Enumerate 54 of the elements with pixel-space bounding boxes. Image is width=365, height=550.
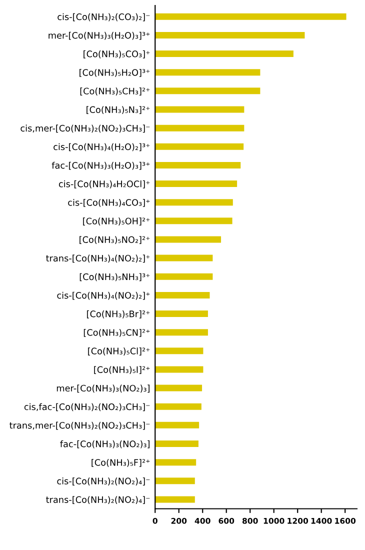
y-tick-label: cis,mer-[Co(NH₃)₂(NO₂)₃CH₃]⁻ xyxy=(20,124,150,133)
y-tick-label: cis-[Co(NH₃)₄CO₃]⁺ xyxy=(68,198,150,207)
y-tick-label: [Co(NH₃)₅CO₃]⁺ xyxy=(84,50,150,58)
y-tick-label: [Co(NH₃)₅I]²⁺ xyxy=(94,366,150,374)
y-tick-label: [Co(NH₃)₅Cl]²⁺ xyxy=(88,348,150,356)
bar xyxy=(155,13,346,20)
bar xyxy=(155,366,204,373)
bar xyxy=(155,348,204,354)
bar xyxy=(155,69,260,76)
bar xyxy=(155,143,244,150)
bar xyxy=(155,88,260,94)
bar xyxy=(155,422,200,428)
y-tick-label: cis-[Co(NH₃)₂(CO₃)₂]⁻ xyxy=(58,13,150,22)
y-tick-label: trans-[Co(NH₃)₂(NO₂)₄]⁻ xyxy=(46,496,150,504)
y-tick-label: [Co(NH₃)₅F]²⁺ xyxy=(92,458,150,467)
bar xyxy=(155,384,202,392)
bar xyxy=(155,236,222,243)
bar xyxy=(155,329,208,336)
y-tick-label: [Co(NH₃)₅CH₃]²⁺ xyxy=(80,88,150,96)
y-tick-label: [Co(NH₃)₅Br]²⁺ xyxy=(87,310,150,318)
bar xyxy=(155,440,198,448)
bar xyxy=(155,310,208,318)
y-tick-label: [Co(NH₃)₅NO₂]²⁺ xyxy=(80,236,150,244)
bar xyxy=(155,478,195,484)
y-tick-label: cis-[Co(NH₃)₄(NO₂)₂]⁺ xyxy=(57,292,150,300)
y-tick-label: [Co(NH₃)₅N₃]²⁺ xyxy=(86,106,150,114)
bar xyxy=(155,32,305,38)
y-tick-label: cis-[Co(NH₃)₄H₂OCl]⁺ xyxy=(58,180,150,188)
y-tick-label: [Co(NH₃)₅NH₃]³⁺ xyxy=(80,273,150,282)
y-tick-label: mer-[Co(NH₃)₃(H₂O)₃]³⁺ xyxy=(48,32,150,40)
y-tick-label: [Co(NH₃)₅H₂O]³⁺ xyxy=(80,68,150,77)
y-tick-label: fac-[Co(NH₃)₃(NO₂)₃] xyxy=(60,440,150,448)
bar xyxy=(155,496,195,503)
bar xyxy=(155,50,294,58)
y-tick-label: fac-[Co(NH₃)₃(H₂O)₃]³⁺ xyxy=(52,162,150,170)
bar xyxy=(155,273,213,280)
bar xyxy=(155,459,196,466)
y-tick-label: trans-[Co(NH₃)₄(NO₂)₂]⁺ xyxy=(46,254,150,263)
bar xyxy=(155,180,238,188)
y-tick-label: mer-[Co(NH₃)₃(NO₂)₃] xyxy=(56,384,150,393)
y-tick-label: [Co(NH₃)₅CN]²⁺ xyxy=(84,328,150,337)
bar xyxy=(155,106,244,113)
bar xyxy=(155,403,202,410)
y-tick-label: [Co(NH₃)₅OH]²⁺ xyxy=(83,218,150,226)
y-tick-label: trans,mer-[Co(NH₃)₂(NO₂)₃CH₃]⁻ xyxy=(10,422,150,430)
y-tick-label: cis,fac-[Co(NH₃)₂(NO₂)₃CH₃]⁻ xyxy=(24,403,150,412)
y-tick-label: cis-[Co(NH₃)₄(H₂O)₂]³⁺ xyxy=(54,143,150,152)
bar xyxy=(155,218,232,224)
bar xyxy=(155,162,241,168)
bar xyxy=(155,292,210,298)
y-tick-label: cis-[Co(NH₃)₂(NO₂)₄]⁻ xyxy=(57,478,150,486)
bar xyxy=(155,199,233,206)
bar xyxy=(155,124,244,132)
bar xyxy=(155,254,213,262)
